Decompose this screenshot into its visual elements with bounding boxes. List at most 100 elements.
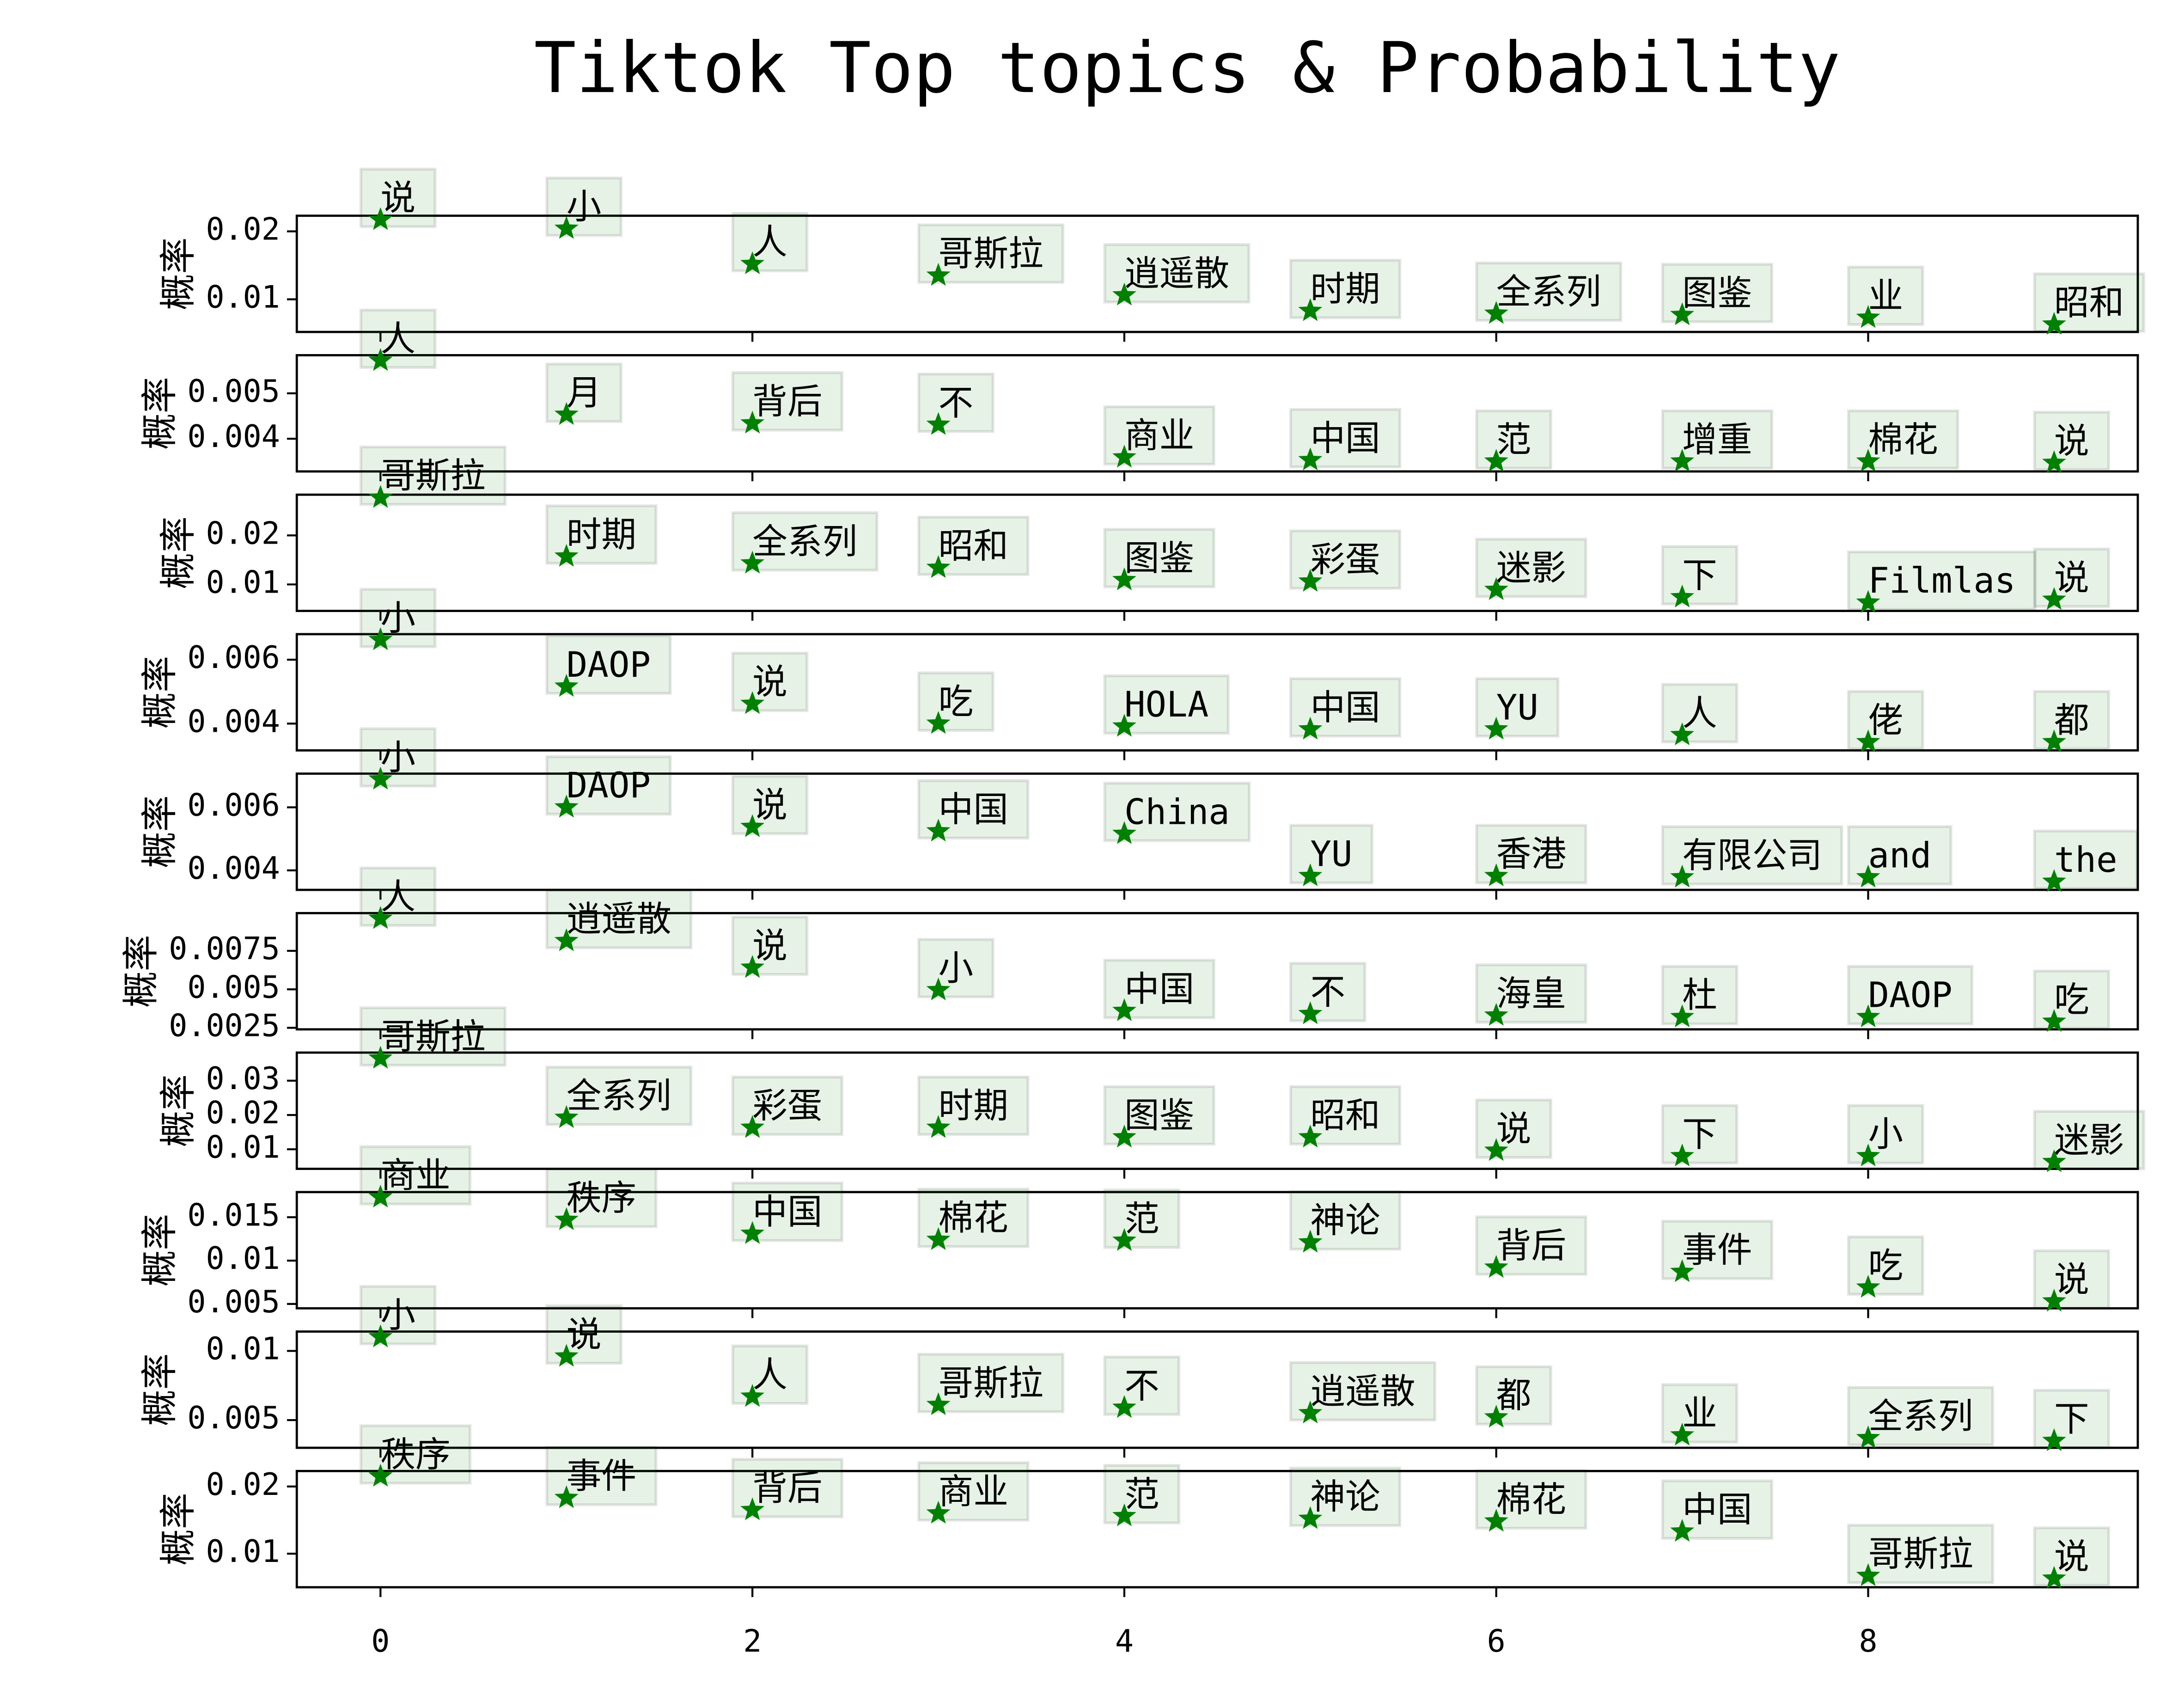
y-tick-label: 0.015 [187,1197,280,1233]
word-label: 图鉴 [1124,1095,1194,1136]
data-point [1298,1001,1323,1024]
word-box [359,727,437,788]
y-tick-label: 0.02 [206,1095,280,1131]
y-axis-label: 概率 [157,516,199,589]
data-point [2042,312,2066,335]
data-point [368,485,393,508]
y-tick-label: 0.005 [187,1284,280,1320]
word-annotation: China [1103,782,1251,842]
data-point [368,1463,393,1487]
word-annotation: 彩蛋 [1289,529,1402,590]
word-annotation: 昭和 [2033,272,2145,333]
word-label: 不 [1124,1365,1159,1406]
word-label: 商业 [939,1471,1008,1512]
word-label: 吃 [939,681,974,722]
data-point [740,955,765,978]
axes-frame [295,1469,2139,1589]
data-point [1112,567,1136,590]
data-point [926,977,951,1000]
data-point [740,814,765,837]
data-point [1298,447,1323,471]
data-point [1670,1422,1695,1446]
word-label: 范 [1124,1474,1159,1514]
y-axis-label: 概率 [157,1493,199,1566]
word-annotation: 杜 [1661,965,1739,1025]
data-point [740,551,765,574]
word-label: 全系列 [1868,1396,1973,1437]
word-box [1847,550,2037,611]
word-label: 迷影 [1496,548,1566,588]
data-point [926,263,951,286]
y-tick-label: 0.01 [206,1129,280,1165]
data-point [1670,449,1695,472]
word-label: 彩蛋 [1310,539,1380,580]
data-point [368,207,393,230]
word-label: 背后 [752,1468,822,1508]
word-annotation: 图鉴 [1103,1085,1215,1146]
word-label: 吃 [2054,980,2089,1020]
word-label: 都 [2054,700,2089,741]
data-point [1856,590,1880,613]
word-label: DAOP [567,644,651,685]
data-point [1298,1506,1323,1529]
word-box [1475,963,1587,1024]
word-label: 人 [1682,693,1717,734]
word-label: 时期 [567,514,636,555]
word-label: 下 [2054,1399,2089,1439]
word-label: 小 [380,737,415,778]
x-tick-label: 8 [1859,1623,1877,1659]
word-label: 哥斯拉 [380,1016,485,1057]
data-point [1484,301,1508,324]
word-box [2033,969,2111,1030]
word-label: 小 [567,186,602,227]
word-label: 月 [567,373,602,413]
word-label: 中国 [1310,418,1380,459]
word-annotation: 逍遥散 [1289,1361,1436,1421]
data-point [1298,863,1323,887]
data-point [1484,449,1508,472]
data-point [1112,714,1136,737]
data-point [1856,864,1880,888]
word-label: 说 [2054,1259,2089,1300]
data-point [1298,569,1323,592]
data-point [1484,1003,1508,1026]
data-point [2042,729,2066,753]
word-annotation: 昭和 [917,515,1030,576]
data-point [1112,282,1136,306]
data-point [554,216,579,239]
word-label: HOLA [1124,684,1208,725]
data-point [1484,863,1508,887]
y-axis-label: 概率 [157,1074,199,1147]
data-point [1112,998,1136,1021]
word-label: 说 [2054,421,2089,461]
data-point [2042,1009,2066,1032]
data-point [2042,1149,2066,1172]
chart-title: Tiktok Top topics & Probability [534,27,1841,109]
data-point [1856,1425,1880,1449]
axes-frame [295,633,2139,752]
word-annotation: 下 [1661,545,1739,606]
word-label: Filmlas [1868,560,2016,601]
word-label: 神论 [1310,1476,1380,1517]
data-point [1484,1255,1508,1278]
word-annotation: 吃 [2033,969,2111,1030]
word-annotation: 吃 [917,671,994,732]
word-label: 秩序 [380,1434,450,1475]
word-label: 小 [380,1295,415,1335]
data-point [2042,1428,2066,1451]
word-annotation: 棉花 [1475,1469,1587,1530]
y-tick-label: 0.0025 [169,1008,280,1044]
data-point [554,795,579,818]
word-label: 吃 [1868,1245,1903,1286]
y-tick-label: 0.01 [206,1533,280,1569]
word-label: 说 [752,925,787,966]
word-label: 有限公司 [1682,835,1822,876]
data-point [1670,584,1695,607]
word-label: 不 [1310,972,1345,1012]
word-label: YU [1310,834,1352,875]
